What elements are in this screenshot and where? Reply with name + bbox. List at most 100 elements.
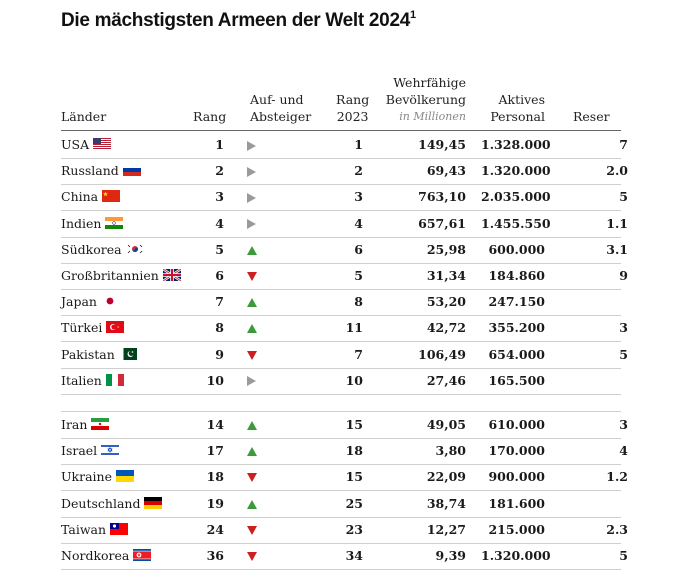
reserve-cell: 1.1 <box>606 215 628 231</box>
rank-cell: 9 <box>215 346 224 362</box>
trend-same-icon <box>247 376 256 387</box>
population-cell: 106,49 <box>418 346 466 362</box>
trend-up-icon <box>247 499 257 509</box>
reserve-cell: 9 <box>619 268 628 283</box>
country-name: Deutschland <box>61 495 141 511</box>
rank-2023-cell: 2 <box>354 163 363 179</box>
population-cell: 27,46 <box>426 372 466 388</box>
reserve-cell: 5 <box>619 189 628 205</box>
trend-cell <box>247 315 263 341</box>
rank-2023-cell: 15 <box>345 469 363 485</box>
country-cell: Ukraine <box>61 464 134 490</box>
reserve-cell: 7 <box>619 137 628 152</box>
usa-flag <box>93 138 112 150</box>
active-personnel-cell: 900.000 <box>488 469 545 485</box>
population-cell: 3,80 <box>435 443 466 459</box>
title-footnote: 1 <box>409 9 416 21</box>
table-row: Indien 4 4 657,61 1.455.550 1.1 <box>61 211 628 238</box>
trend-up-icon <box>247 298 257 308</box>
active-personnel-cell: 1.320.000 <box>481 548 551 563</box>
trend-cell <box>247 184 263 210</box>
rank-cell: 36 <box>206 548 224 563</box>
table-row: Südkorea 5 6 25,98 600.000 3.1 <box>61 237 628 264</box>
trend-cell <box>247 237 263 263</box>
reserve-cell: 5 <box>619 548 628 563</box>
rank-cell: 8 <box>215 320 224 336</box>
rank-2023-cell: 18 <box>345 443 363 459</box>
rank-2023-cell: 4 <box>354 215 363 231</box>
country-cell: Russland <box>61 158 141 184</box>
table-row: Großbritannien 6 5 31,34 184.860 9 <box>61 263 628 290</box>
table-row: Iran 14 15 49,05 610.000 3 <box>61 412 628 439</box>
rank-2023-cell: 6 <box>354 241 363 257</box>
rank-2023-cell: 8 <box>354 294 363 310</box>
table-row: Ukraine 18 15 22,09 900.000 1.2 <box>61 464 628 492</box>
taiwan-flag <box>110 522 129 535</box>
population-cell: 31,34 <box>426 268 466 283</box>
country-name: Südkorea <box>61 241 122 257</box>
country-name: Taiwan <box>61 521 107 537</box>
rank-cell: 19 <box>206 495 224 511</box>
header-rank: Rang <box>193 109 227 124</box>
country-name: USA <box>61 137 90 152</box>
trend-down-icon <box>247 552 257 561</box>
trend-down-icon <box>247 272 257 281</box>
trend-same-icon <box>247 166 256 177</box>
active-personnel-cell: 1.328.000 <box>481 137 551 152</box>
rank-2023-cell: 15 <box>345 417 363 432</box>
trend-up-icon <box>247 447 257 457</box>
country-cell: Indien <box>61 211 124 237</box>
population-cell: 25,98 <box>426 241 466 257</box>
country-cell: Israel <box>61 438 120 464</box>
table-row: Deutschland 19 25 38,74 181.600 <box>61 491 621 518</box>
trend-down-icon <box>247 350 257 360</box>
germany-flag <box>144 496 163 509</box>
trend-down-icon <box>247 473 257 483</box>
table-row: Japan 7 8 53,20 247.150 <box>61 289 621 317</box>
country-name: Italien <box>61 372 102 388</box>
country-cell: Nordkorea <box>61 543 152 569</box>
reserve-cell <box>568 491 628 517</box>
trend-up-icon <box>247 324 257 334</box>
country-name: Indien <box>61 215 102 231</box>
rank-2023-cell: 5 <box>354 268 363 283</box>
ukraine-flag <box>115 470 134 483</box>
trend-up-icon <box>247 245 257 255</box>
header-country: Länder <box>61 109 107 124</box>
rank-cell: 18 <box>206 469 224 485</box>
israel-flag <box>101 444 120 457</box>
country-cell: Deutschland <box>61 491 163 517</box>
trend-cell <box>247 438 263 464</box>
country-name: Ukraine <box>61 469 112 485</box>
rank-2023-cell: 7 <box>354 346 363 362</box>
group-divider <box>61 411 621 412</box>
reserve-cell: 5 <box>619 346 628 362</box>
country-cell: China <box>61 184 121 210</box>
rank-2023-cell: 3 <box>354 189 363 205</box>
active-personnel-cell: 215.000 <box>488 521 545 537</box>
table-row: USA 1 1 149,45 1.328.000 7 <box>61 132 628 159</box>
pakistan-flag <box>118 347 137 360</box>
table-row: Nordkorea 36 34 9,39 1.320.000 5 <box>61 543 628 570</box>
active-personnel-cell: 600.000 <box>488 241 545 257</box>
reserve-cell: 3.1 <box>606 241 628 257</box>
reserve-cell: 4 <box>619 443 628 459</box>
population-cell: 69,43 <box>426 163 466 179</box>
trend-same-icon <box>247 140 256 151</box>
china-flag <box>102 190 121 203</box>
population-cell: 38,74 <box>426 495 466 511</box>
trend-cell <box>247 491 263 517</box>
population-cell: 42,72 <box>426 320 466 336</box>
turkey-flag <box>106 321 125 334</box>
header-rule <box>61 130 621 131</box>
reserve-cell: 3 <box>619 417 628 432</box>
table-row: Israel 17 18 3,80 170.000 4 <box>61 438 628 466</box>
trend-same-icon <box>247 219 256 230</box>
page-title: Die mächstigsten Armeen der Welt 20241 <box>61 9 416 31</box>
uk-flag <box>162 269 181 281</box>
country-cell: Großbritannien <box>61 263 181 289</box>
country-name: Russland <box>61 163 119 179</box>
table-row: China 3 3 763,10 2.035.000 5 <box>61 184 628 212</box>
reserve-cell <box>568 368 628 394</box>
trend-cell <box>247 132 263 158</box>
